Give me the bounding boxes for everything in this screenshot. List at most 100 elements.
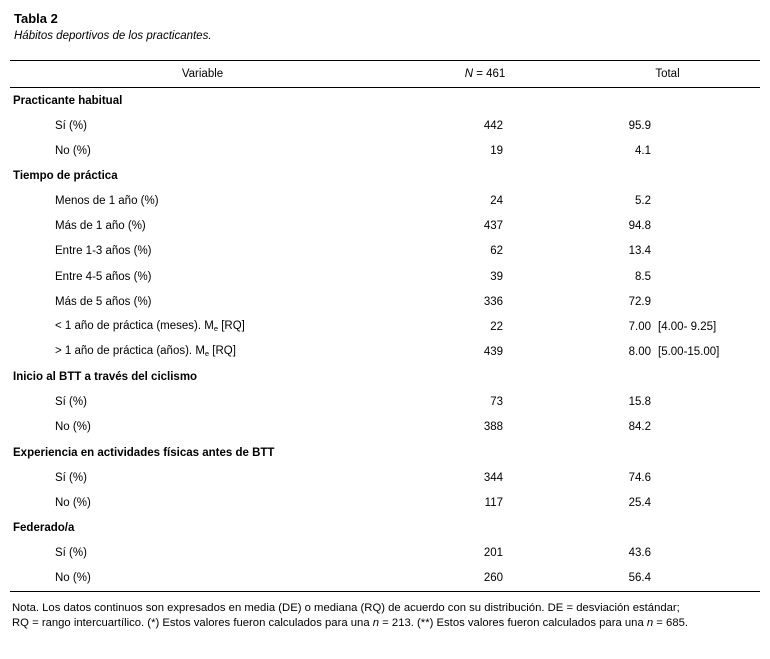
section-row: Practicante habitual bbox=[10, 88, 760, 113]
total-value-cell: 74.6 bbox=[575, 472, 760, 484]
total-value-cell: 43.6 bbox=[575, 547, 760, 559]
n-value-cell: 388 bbox=[483, 421, 503, 434]
total-number: 13.4 bbox=[628, 245, 651, 258]
row-label: Entre 1-3 años (%) bbox=[55, 245, 152, 258]
total-value-cell: 8.00 [5.00-15.00] bbox=[575, 346, 760, 358]
total-number: 5.2 bbox=[635, 195, 651, 208]
total-number: 43.6 bbox=[628, 547, 651, 560]
table-row: No (%) 19 4.1 bbox=[10, 138, 760, 163]
total-number: 8.5 bbox=[635, 270, 651, 283]
total-number: 56.4 bbox=[628, 572, 651, 585]
column-header-variable: Variable bbox=[181, 68, 224, 80]
n-value-cell: 260 bbox=[483, 572, 503, 585]
total-iqr-bracket: [4.00- 9.25] bbox=[658, 320, 717, 333]
row-label: Sí (%) bbox=[55, 396, 87, 409]
row-label-text: [RQ] bbox=[218, 320, 245, 333]
footnote-text: = 685. bbox=[653, 616, 689, 629]
total-value-cell: 5.2 bbox=[575, 195, 760, 207]
row-label-text: [RQ] bbox=[209, 345, 236, 358]
sample-size-n: n bbox=[372, 616, 380, 629]
total-number: 15.8 bbox=[628, 396, 651, 409]
total-iqr-bracket: [5.00-15.00] bbox=[658, 345, 720, 358]
n-value-cell: 439 bbox=[483, 345, 503, 358]
total-value-cell: 94.8 bbox=[575, 220, 760, 232]
total-number: 84.2 bbox=[628, 421, 651, 434]
section-row: Inicio al BTT a través del ciclismo bbox=[10, 365, 760, 390]
n-value-cell: 344 bbox=[483, 471, 503, 484]
n-value-cell: 437 bbox=[483, 220, 503, 233]
table-number-title: Tabla 2 bbox=[14, 11, 58, 26]
row-label-text: > 1 año de práctica (años). M bbox=[55, 345, 205, 358]
section-row: Federado/a bbox=[10, 515, 760, 540]
n-value-cell: 24 bbox=[490, 195, 503, 208]
table-row: Sí (%) 344 74.6 bbox=[10, 465, 760, 490]
total-number: 25.4 bbox=[628, 496, 651, 509]
n-value-cell: 442 bbox=[483, 119, 503, 132]
row-label: Sí (%) bbox=[55, 119, 87, 132]
row-label: Sí (%) bbox=[55, 547, 87, 560]
total-value-cell: 25.4 bbox=[575, 497, 760, 509]
total-value-cell: 13.4 bbox=[575, 245, 760, 257]
row-label: > 1 año de práctica (años). Me [RQ] bbox=[10, 345, 395, 358]
table-row: Sí (%) 201 43.6 bbox=[10, 541, 760, 566]
table-row: < 1 año de práctica (meses). Me [RQ] 22 7.… bbox=[10, 314, 760, 339]
n-value-cell: 336 bbox=[483, 295, 503, 308]
n-symbol: N bbox=[464, 68, 473, 80]
table-row: > 1 año de práctica (años). Me [RQ] 439 8.… bbox=[10, 339, 760, 364]
row-label: No (%) bbox=[55, 421, 91, 434]
table-header-row: Variable N = 461 Total bbox=[10, 61, 760, 88]
n-value-cell: 201 bbox=[483, 547, 503, 560]
total-number: 95.9 bbox=[628, 119, 651, 132]
table-caption: Hábitos deportivos de los practicantes. bbox=[14, 30, 212, 42]
total-number: 4.1 bbox=[635, 144, 651, 157]
n-value-cell: 39 bbox=[490, 270, 503, 283]
row-label: Experiencia en actividades físicas antes… bbox=[13, 446, 275, 459]
table-row: Más de 1 año (%) 437 94.8 bbox=[10, 214, 760, 239]
total-number: 72.9 bbox=[628, 295, 651, 308]
table-row: Sí (%) 73 15.8 bbox=[10, 390, 760, 415]
row-label-text: < 1 año de práctica (meses). M bbox=[55, 320, 214, 333]
row-label: Más de 5 años (%) bbox=[55, 295, 152, 308]
total-number: 74.6 bbox=[628, 471, 651, 484]
footnote-line-1: Nota. Los datos continuos son expresados… bbox=[12, 601, 680, 614]
median-subscript: e bbox=[213, 324, 219, 334]
table-footnote: Nota. Los datos continuos son expresados… bbox=[12, 601, 758, 631]
sample-size-n: n bbox=[646, 616, 654, 629]
total-number: 94.8 bbox=[628, 220, 651, 233]
section-row: Experiencia en actividades físicas antes… bbox=[10, 440, 760, 465]
table-row: Menos de 1 año (%) 24 5.2 bbox=[10, 189, 760, 214]
data-table: Variable N = 461 Total Practicante habit… bbox=[10, 60, 760, 592]
row-label: Federado/a bbox=[13, 521, 75, 534]
row-label: Tiempo de práctica bbox=[13, 169, 118, 182]
row-label: Inicio al BTT a través del ciclismo bbox=[13, 371, 198, 384]
section-row: Tiempo de práctica bbox=[10, 163, 760, 188]
table-row: No (%) 260 56.4 bbox=[10, 566, 760, 591]
row-label: Sí (%) bbox=[55, 471, 87, 484]
table-body: Practicante habitual Sí (%) 442 95.9 No (%) 1… bbox=[10, 88, 760, 591]
n-value-cell: 19 bbox=[490, 144, 503, 157]
total-number: 7.00 bbox=[628, 320, 651, 333]
total-value-cell: 15.8 bbox=[575, 396, 760, 408]
median-subscript: e bbox=[204, 349, 210, 359]
n-value-cell: 22 bbox=[490, 320, 503, 333]
total-value-cell: 8.5 bbox=[575, 271, 760, 283]
n-count: = 461 bbox=[473, 68, 506, 80]
n-value-cell: 73 bbox=[490, 396, 503, 409]
table-row: Más de 5 años (%) 336 72.9 bbox=[10, 289, 760, 314]
row-label: No (%) bbox=[55, 496, 91, 509]
footnote-line-2: RQ = rango intercuartílico. (*) Estos va… bbox=[12, 616, 758, 631]
footnote-text: RQ = rango intercuartílico. (*) Estos va… bbox=[12, 616, 373, 629]
table-row: Entre 1-3 años (%) 62 13.4 bbox=[10, 239, 760, 264]
footnote-text: = 213. (**) Estos valores fueron calcula… bbox=[379, 616, 647, 629]
total-value-cell: 72.9 bbox=[575, 296, 760, 308]
row-label: Más de 1 año (%) bbox=[55, 220, 146, 233]
total-value-cell: 84.2 bbox=[575, 421, 760, 433]
total-value-cell: 7.00 [4.00- 9.25] bbox=[575, 321, 760, 333]
column-header-n: N = 461 bbox=[395, 68, 575, 80]
row-label: Practicante habitual bbox=[13, 94, 123, 107]
row-label: Menos de 1 año (%) bbox=[55, 195, 159, 208]
row-label: Entre 4-5 años (%) bbox=[55, 270, 152, 283]
total-value-cell: 56.4 bbox=[575, 572, 760, 584]
column-header-total: Total bbox=[655, 68, 680, 80]
